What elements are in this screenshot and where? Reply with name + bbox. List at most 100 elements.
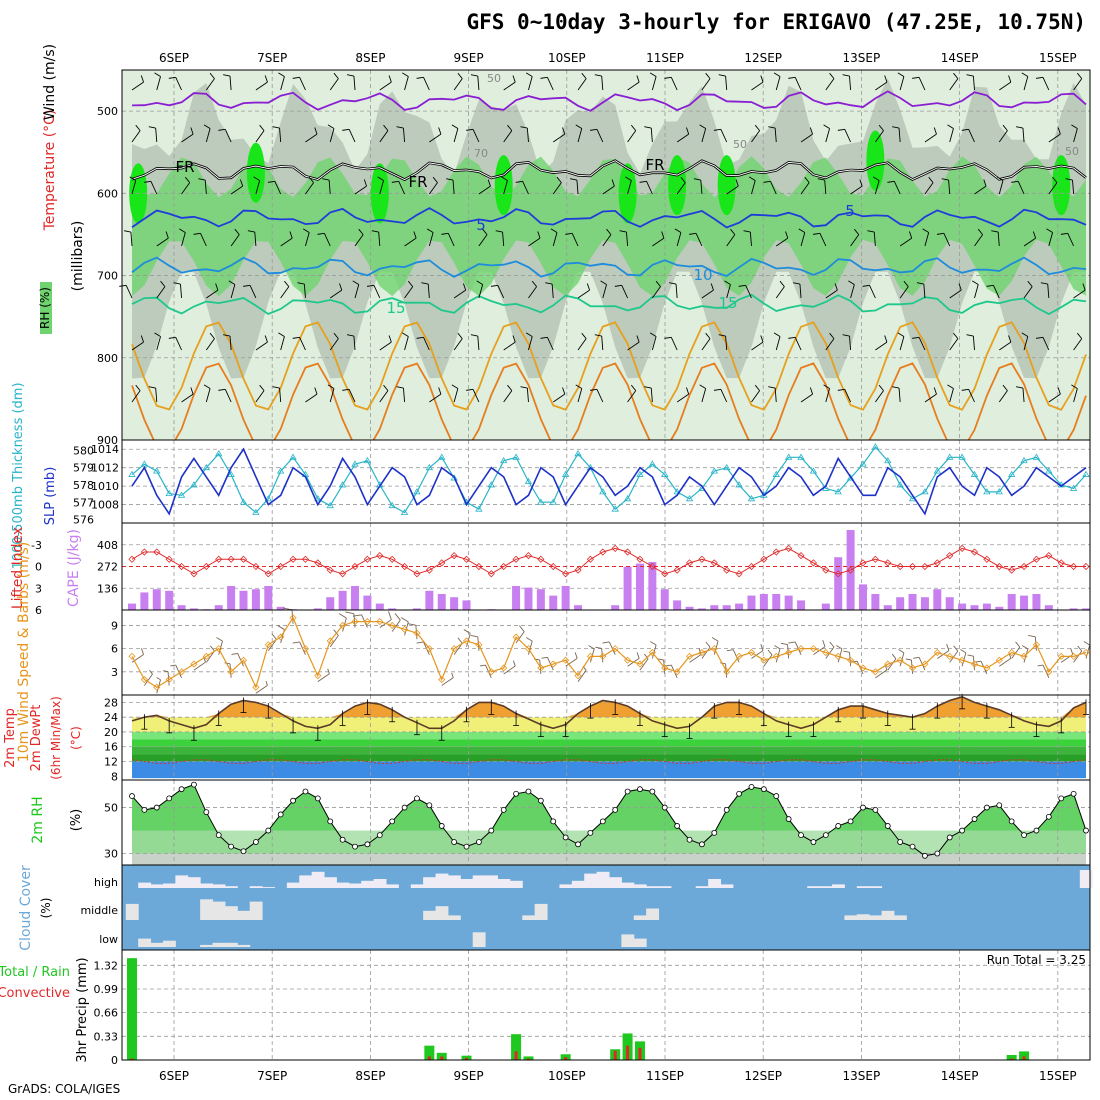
upper-wind-barb bbox=[773, 72, 781, 77]
upper-wind-barb bbox=[377, 176, 384, 181]
cape-bar bbox=[189, 608, 198, 610]
upper-wind-barb bbox=[327, 384, 335, 389]
wind10m-axis-label: 10m Wind Speed & Barbs (m/s) bbox=[16, 542, 32, 762]
upper-wind-barb bbox=[249, 285, 257, 299]
upper-wind-barb bbox=[421, 282, 429, 285]
pressure-axis-label: (millibars) bbox=[70, 221, 86, 292]
upper-wind-barb bbox=[416, 76, 424, 79]
thickness-point bbox=[202, 463, 211, 471]
rh2m-point bbox=[327, 818, 334, 825]
lifted-index-point bbox=[735, 570, 743, 578]
cape-bar bbox=[797, 600, 806, 610]
cloud-gap-high bbox=[485, 875, 498, 888]
upper-wind-barb bbox=[586, 283, 591, 291]
upper-wind-barb bbox=[552, 393, 566, 403]
upper-wind-barb bbox=[726, 185, 739, 195]
wind10m-point bbox=[1008, 648, 1016, 657]
cape-bar bbox=[1020, 595, 1029, 610]
upper-wind-barb bbox=[788, 336, 796, 339]
upper-wind-barb bbox=[799, 284, 802, 299]
upper-wind-barb bbox=[1046, 228, 1053, 233]
upper-wind-barb bbox=[155, 388, 158, 403]
wind10m-point bbox=[859, 664, 867, 672]
wind10m-barb bbox=[407, 623, 416, 626]
wind10m-barb bbox=[751, 650, 764, 659]
upper-wind-barb bbox=[602, 185, 615, 195]
thickness-point bbox=[252, 508, 260, 516]
wind10m-point bbox=[933, 648, 941, 657]
upper-wind-barb bbox=[402, 72, 409, 77]
rh-tick: 50 bbox=[104, 802, 118, 815]
wind10m-point bbox=[1045, 668, 1053, 676]
upper-wind-barb bbox=[842, 334, 850, 337]
upper-wind-barb bbox=[636, 75, 640, 83]
cape-bar bbox=[412, 608, 421, 610]
lifted-index-point bbox=[908, 562, 917, 571]
upper-wind-barb bbox=[278, 72, 285, 77]
lifted-index-point bbox=[648, 562, 656, 571]
lifted-index-point bbox=[797, 552, 805, 560]
isotherm-10 bbox=[131, 256, 1087, 278]
precip-total-bar bbox=[424, 1045, 435, 1060]
wind10m-point bbox=[624, 656, 632, 664]
upper-wind-barb bbox=[922, 228, 929, 233]
upper-wind-barb bbox=[1036, 336, 1044, 339]
wind10m-point bbox=[128, 652, 136, 660]
upper-wind-barb bbox=[333, 332, 339, 339]
upper-wind-barb bbox=[259, 124, 265, 131]
rh2m-point bbox=[191, 781, 197, 788]
cape-bar bbox=[425, 590, 434, 610]
upper-wind-barb bbox=[800, 232, 806, 247]
wind10m-point bbox=[363, 618, 371, 626]
lifted-index-point bbox=[252, 562, 260, 571]
upper-wind-barb bbox=[701, 78, 711, 91]
upper-wind-barb bbox=[686, 387, 690, 395]
upper-wind-barb bbox=[961, 388, 969, 391]
upper-wind-barb bbox=[754, 124, 760, 131]
thickness-point bbox=[884, 456, 892, 464]
cape-bar bbox=[747, 595, 756, 610]
wind10m-barb bbox=[822, 639, 826, 647]
precip-convective-bar bbox=[613, 1050, 617, 1060]
rh2m-point bbox=[946, 834, 953, 841]
lifted-index-point bbox=[289, 555, 297, 563]
thickness-point bbox=[487, 481, 496, 488]
cloud-gap-high bbox=[559, 884, 573, 888]
upper-wind-barb bbox=[354, 234, 364, 247]
date-label-bottom: 15SEP bbox=[1039, 1069, 1077, 1083]
upper-wind-barb bbox=[423, 337, 430, 351]
wind10m-barb bbox=[891, 653, 897, 659]
upper-wind-barb bbox=[834, 283, 838, 291]
wind10m-barb bbox=[451, 672, 454, 678]
precip-tick: 0.66 bbox=[94, 1007, 119, 1020]
upper-wind-barb bbox=[943, 233, 951, 247]
wind10m-barb bbox=[701, 646, 711, 659]
upper-wind-barb bbox=[366, 284, 375, 287]
upper-wind-barb bbox=[547, 337, 554, 351]
upper-wind-barb bbox=[537, 231, 541, 239]
lifted-index-point bbox=[636, 555, 644, 563]
cape-bar bbox=[512, 586, 521, 610]
thickness-point bbox=[549, 498, 557, 505]
lifted-index-axis-label: Lifted Index bbox=[10, 527, 26, 609]
cloud-gap-high bbox=[447, 875, 461, 888]
upper-wind-barb bbox=[228, 280, 236, 285]
upper-wind-barb bbox=[899, 237, 912, 247]
upper-wind-barb bbox=[1073, 289, 1086, 299]
upper-wind-barb bbox=[809, 127, 814, 135]
upper-wind-barb bbox=[1032, 231, 1037, 239]
precip-tick: 1.32 bbox=[94, 959, 119, 972]
cape-bar bbox=[140, 592, 149, 610]
upper-wind-barb bbox=[862, 284, 870, 287]
wind10m-point bbox=[611, 645, 619, 653]
upper-wind-barb bbox=[354, 284, 360, 299]
upper-wind-barb bbox=[949, 338, 959, 351]
upper-wind-barb bbox=[947, 124, 954, 129]
upper-wind-barb bbox=[466, 128, 474, 131]
lifted-index-point bbox=[153, 548, 161, 556]
rh2m-point bbox=[500, 806, 507, 813]
upper-wind-barb bbox=[125, 285, 133, 299]
cape-bar bbox=[1007, 594, 1016, 610]
upper-wind-barb bbox=[794, 77, 802, 91]
thickness-point bbox=[896, 481, 904, 488]
